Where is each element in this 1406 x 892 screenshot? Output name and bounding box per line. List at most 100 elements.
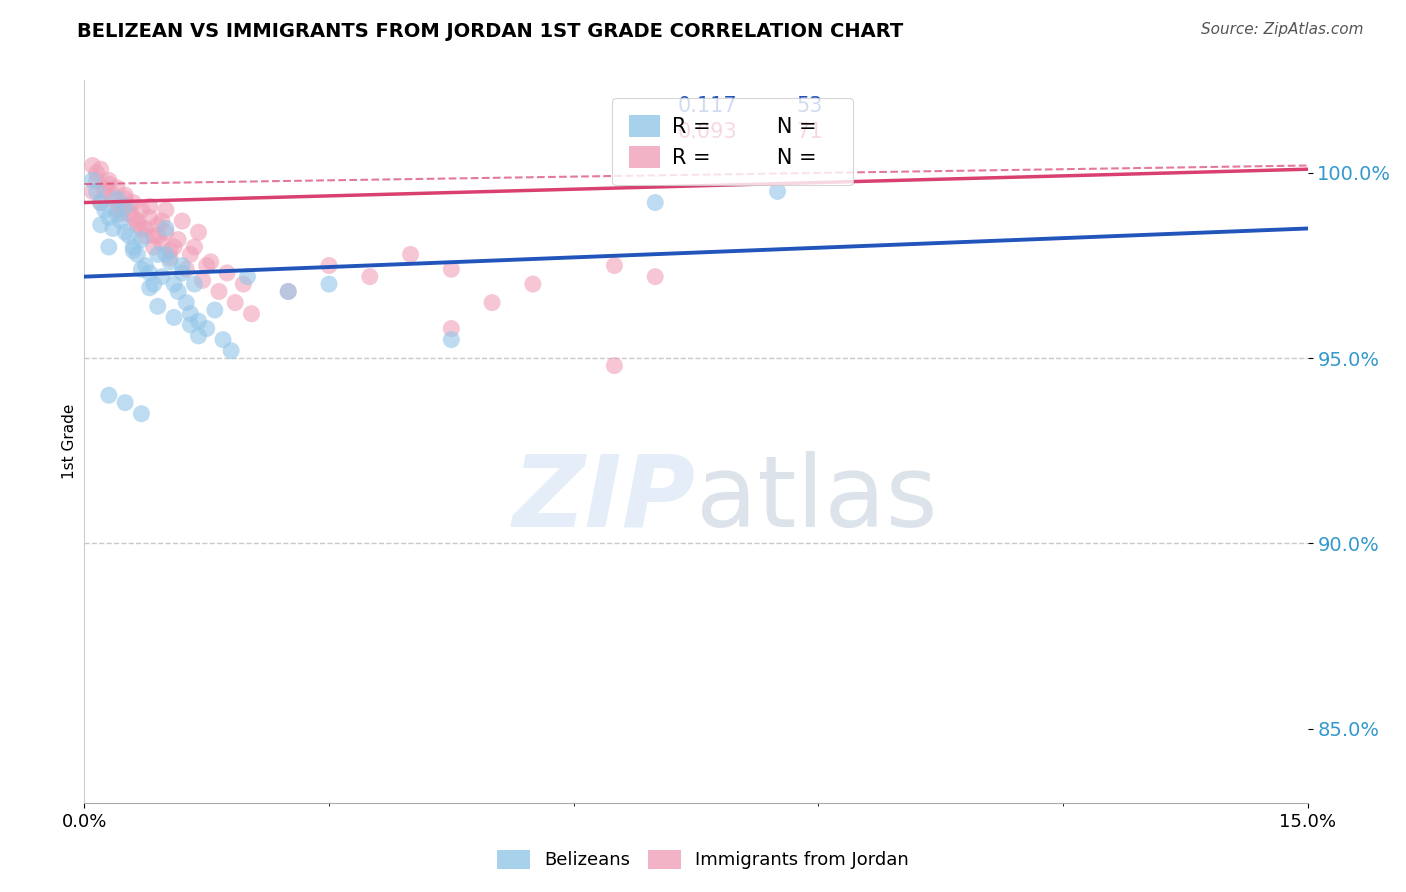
Point — [127, 247, 149, 261]
Point — [114, 192, 136, 206]
Point — [131, 221, 153, 235]
Point — [135, 259, 157, 273]
Point — [90, 218, 112, 232]
Point — [195, 321, 218, 335]
Point — [142, 277, 165, 291]
Text: 53: 53 — [796, 95, 823, 116]
Point — [93, 185, 115, 199]
Point — [82, 185, 104, 199]
Legend: Belizeans, Immigrants from Jordan: Belizeans, Immigrants from Jordan — [488, 841, 918, 879]
Point — [138, 199, 160, 213]
Point — [150, 236, 173, 251]
Point — [240, 307, 263, 321]
Point — [118, 199, 141, 213]
Point — [135, 228, 157, 243]
Point — [163, 240, 186, 254]
Text: 0.093: 0.093 — [678, 122, 737, 143]
Point — [359, 269, 381, 284]
Point — [105, 202, 128, 217]
Point — [187, 314, 209, 328]
Point — [522, 277, 544, 291]
Point — [163, 310, 186, 325]
Point — [217, 266, 239, 280]
Point — [766, 185, 789, 199]
Point — [127, 218, 149, 232]
Point — [97, 173, 120, 187]
Point — [603, 359, 626, 373]
Point — [146, 247, 169, 261]
Point — [97, 240, 120, 254]
Point — [97, 211, 120, 225]
Point — [101, 188, 124, 202]
Point — [146, 228, 169, 243]
Text: ZIP: ZIP — [513, 450, 696, 548]
Point — [122, 211, 145, 225]
Point — [174, 295, 197, 310]
Point — [183, 277, 205, 291]
Point — [122, 240, 145, 254]
Point — [142, 228, 165, 243]
Point — [127, 214, 149, 228]
Legend: R =          N =   , R =          N =   : R = N = , R = N = — [612, 98, 853, 185]
Point — [82, 173, 104, 187]
Point — [101, 221, 124, 235]
Point — [155, 225, 177, 239]
Point — [122, 244, 145, 258]
Point — [318, 259, 340, 273]
Point — [159, 255, 181, 269]
Point — [118, 228, 141, 243]
Point — [114, 225, 136, 239]
Point — [146, 299, 169, 313]
Point — [131, 233, 153, 247]
Text: 0.117: 0.117 — [678, 95, 737, 116]
Point — [440, 333, 463, 347]
Point — [131, 262, 153, 277]
Point — [208, 285, 231, 299]
Point — [172, 266, 194, 280]
Point — [224, 295, 246, 310]
Point — [232, 277, 254, 291]
Point — [277, 285, 299, 299]
Point — [187, 329, 209, 343]
Point — [159, 244, 181, 258]
Point — [105, 207, 128, 221]
Point — [155, 247, 177, 261]
Point — [191, 273, 214, 287]
Point — [644, 269, 666, 284]
Point — [138, 281, 160, 295]
Point — [90, 162, 112, 177]
Point — [150, 214, 173, 228]
Point — [277, 285, 299, 299]
Point — [219, 343, 242, 358]
Y-axis label: 1st Grade: 1st Grade — [62, 404, 77, 479]
Point — [167, 285, 190, 299]
Point — [114, 188, 136, 202]
Point — [183, 240, 205, 254]
Point — [122, 195, 145, 210]
Point — [82, 159, 104, 173]
Point — [105, 192, 128, 206]
Point — [204, 303, 226, 318]
Point — [93, 180, 115, 194]
Point — [172, 214, 194, 228]
Point — [399, 247, 422, 261]
Point — [110, 199, 132, 213]
Point — [603, 259, 626, 273]
Text: BELIZEAN VS IMMIGRANTS FROM JORDAN 1ST GRADE CORRELATION CHART: BELIZEAN VS IMMIGRANTS FROM JORDAN 1ST G… — [77, 22, 904, 41]
Point — [97, 177, 120, 191]
Point — [138, 211, 160, 225]
Point — [101, 192, 124, 206]
Point — [200, 255, 222, 269]
Point — [90, 195, 112, 210]
Point — [86, 173, 108, 187]
Point — [131, 202, 153, 217]
Point — [644, 195, 666, 210]
Point — [440, 321, 463, 335]
Text: atlas: atlas — [696, 450, 938, 548]
Point — [172, 259, 194, 273]
Point — [159, 251, 181, 265]
Point — [135, 221, 157, 235]
Point — [146, 218, 169, 232]
Point — [142, 240, 165, 254]
Point — [179, 307, 201, 321]
